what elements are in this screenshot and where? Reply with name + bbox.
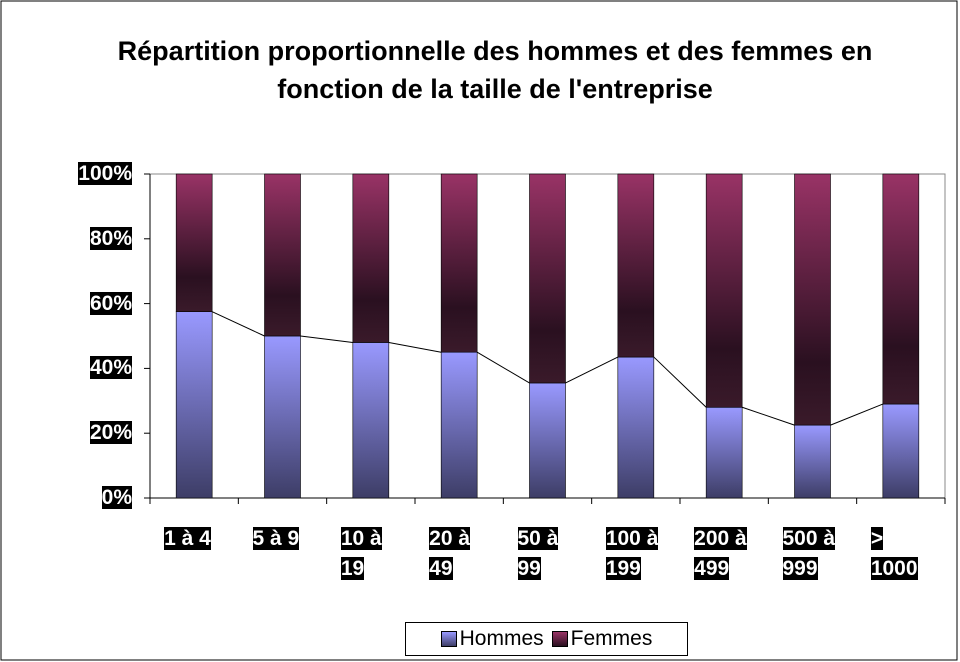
y-tick-text: 20% bbox=[89, 421, 132, 445]
y-tick-text: 60% bbox=[89, 291, 132, 315]
y-tick-label: 80% bbox=[89, 226, 132, 251]
bar bbox=[529, 173, 566, 384]
y-tick-text: 100% bbox=[78, 162, 132, 185]
y-tick-text: 80% bbox=[89, 226, 132, 250]
x-tick-text: 5 à 9 bbox=[252, 527, 300, 550]
x-tick-text: 50 à 99 bbox=[517, 527, 559, 580]
legend-item: Femmes bbox=[551, 627, 653, 651]
bar bbox=[175, 311, 213, 499]
bar bbox=[882, 173, 920, 405]
y-tick-text: 0% bbox=[101, 486, 132, 509]
y-tick-label: 20% bbox=[89, 420, 132, 445]
y-tick-text: 40% bbox=[89, 356, 132, 380]
legend-swatch bbox=[440, 631, 457, 647]
x-tick-label: 1 à 4 bbox=[164, 524, 226, 554]
bar bbox=[352, 342, 390, 499]
x-tick-label: > 1000 bbox=[870, 524, 933, 584]
bar bbox=[440, 351, 478, 499]
x-tick-text: 20 à 49 bbox=[429, 527, 471, 580]
x-tick-text: 10 à 19 bbox=[340, 527, 382, 580]
x-tick-label: 100 à 199 bbox=[605, 524, 668, 584]
y-tick-label: 0% bbox=[101, 485, 132, 510]
x-tick-text: 200 à 499 bbox=[694, 527, 747, 580]
x-tick-text: 500 à 999 bbox=[782, 527, 836, 580]
bar bbox=[264, 335, 301, 499]
y-tick-label: 40% bbox=[89, 355, 132, 380]
x-tick-text: 100 à 199 bbox=[605, 527, 659, 580]
bar bbox=[352, 173, 390, 343]
x-tick-label: 200 à 499 bbox=[694, 524, 756, 584]
legend-item: Hommes bbox=[440, 627, 544, 651]
x-tick-label: 5 à 9 bbox=[252, 524, 315, 554]
bar bbox=[264, 173, 301, 337]
y-tick-label: 60% bbox=[89, 291, 132, 316]
bar bbox=[882, 403, 920, 499]
bar bbox=[794, 424, 831, 499]
bar bbox=[617, 356, 655, 499]
bar bbox=[529, 382, 566, 499]
chart-title: Répartition proportionnelle des hommes e… bbox=[117, 36, 873, 104]
x-tick-label: 50 à 99 bbox=[517, 524, 580, 584]
bar bbox=[175, 173, 213, 312]
bar bbox=[705, 406, 743, 499]
bar bbox=[440, 173, 478, 353]
bar bbox=[705, 173, 743, 408]
x-tick-label: 10 à 19 bbox=[340, 524, 403, 584]
bar bbox=[794, 173, 831, 426]
x-tick-label: 500 à 999 bbox=[782, 524, 845, 584]
legend: Hommes Femmes bbox=[405, 622, 688, 656]
legend-label: Femmes bbox=[570, 627, 653, 650]
x-tick-text: 1 à 4 bbox=[164, 527, 211, 550]
legend-swatch bbox=[551, 631, 568, 647]
y-tick-label: 100% bbox=[78, 161, 132, 186]
bar bbox=[617, 173, 655, 358]
legend-label: Hommes bbox=[459, 627, 544, 650]
x-tick-text: > 1000 bbox=[870, 527, 918, 580]
x-tick-label: 20 à 49 bbox=[429, 524, 491, 584]
